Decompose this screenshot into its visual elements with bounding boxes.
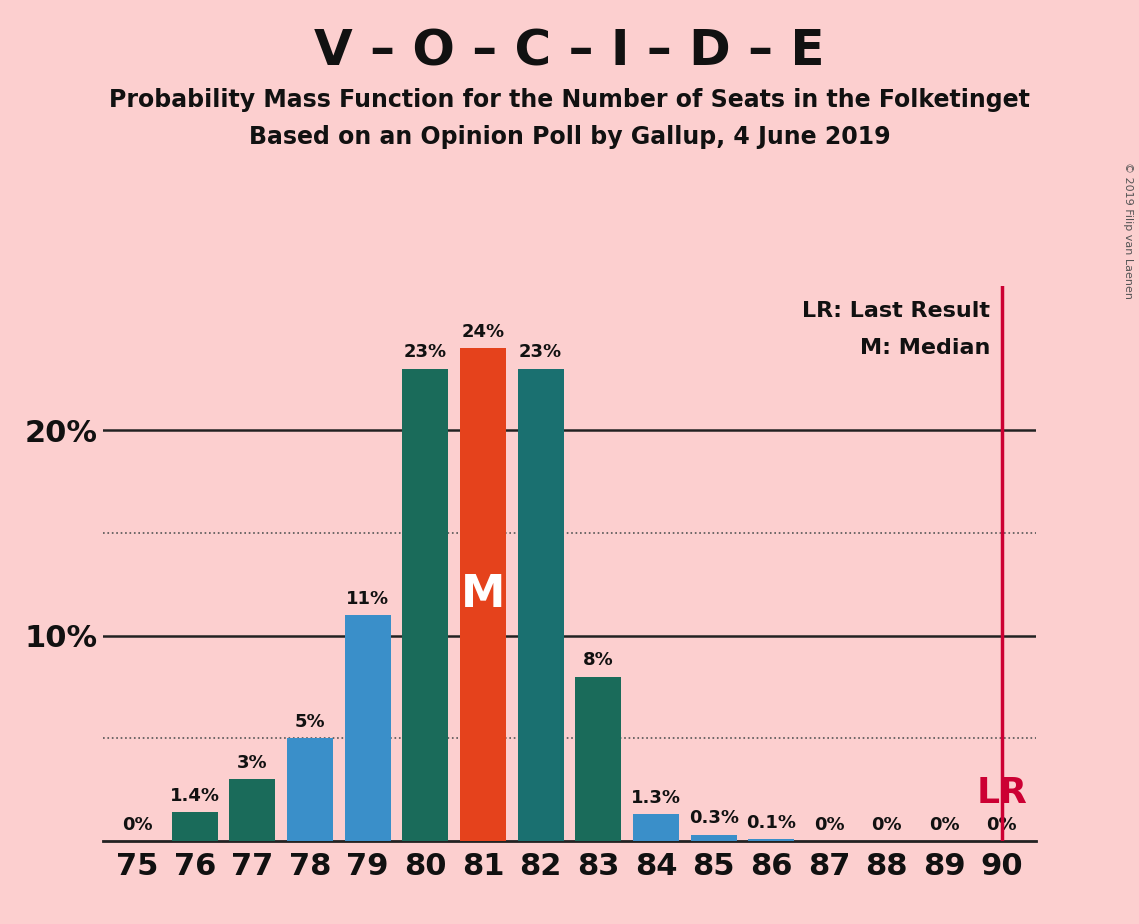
Text: 0%: 0% — [122, 816, 153, 833]
Text: 0%: 0% — [929, 816, 959, 833]
Text: 11%: 11% — [346, 590, 390, 608]
Text: 8%: 8% — [583, 651, 614, 669]
Bar — [575, 676, 622, 841]
Bar — [287, 738, 333, 841]
Bar — [345, 615, 391, 841]
Text: 0%: 0% — [813, 816, 844, 833]
Text: V – O – C – I – D – E: V – O – C – I – D – E — [314, 28, 825, 76]
Bar — [460, 348, 506, 841]
Text: 0.1%: 0.1% — [746, 814, 796, 832]
Text: 1.3%: 1.3% — [631, 789, 681, 807]
Text: 0.3%: 0.3% — [689, 809, 738, 828]
Bar — [633, 814, 679, 841]
Text: M: M — [461, 573, 506, 616]
Text: 5%: 5% — [295, 713, 326, 731]
Text: LR: LR — [976, 776, 1027, 810]
Text: 3%: 3% — [237, 754, 268, 772]
Bar — [229, 779, 276, 841]
Bar — [690, 834, 737, 841]
Text: 24%: 24% — [461, 322, 505, 341]
Bar — [517, 369, 564, 841]
Text: 23%: 23% — [519, 344, 563, 361]
Bar — [172, 812, 218, 841]
Text: M: Median: M: Median — [860, 338, 991, 358]
Text: 0%: 0% — [986, 816, 1017, 833]
Text: 1.4%: 1.4% — [170, 787, 220, 805]
Text: 23%: 23% — [404, 344, 446, 361]
Text: Based on an Opinion Poll by Gallup, 4 June 2019: Based on an Opinion Poll by Gallup, 4 Ju… — [248, 125, 891, 149]
Text: Probability Mass Function for the Number of Seats in the Folketinget: Probability Mass Function for the Number… — [109, 88, 1030, 112]
Text: LR: Last Result: LR: Last Result — [802, 301, 991, 321]
Bar — [748, 839, 794, 841]
Text: 0%: 0% — [871, 816, 902, 833]
Text: © 2019 Filip van Laenen: © 2019 Filip van Laenen — [1123, 163, 1133, 299]
Bar — [402, 369, 449, 841]
